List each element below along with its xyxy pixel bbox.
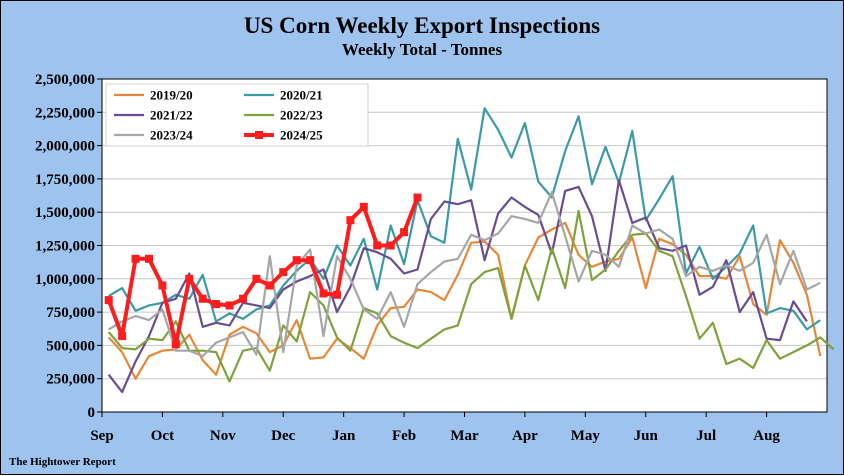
data-point-2024-25: [292, 256, 301, 265]
data-point-2024-25: [306, 256, 315, 265]
series-line-2019-20: [107, 221, 822, 380]
legend-label: 2020/21: [280, 88, 323, 103]
data-point-2024-25: [185, 274, 194, 283]
legend-box: [105, 83, 369, 147]
y-tick-label: 2,000,000: [35, 139, 95, 155]
data-point-2024-25: [413, 193, 422, 202]
data-point-2024-25: [158, 281, 167, 290]
plot-border: [101, 78, 828, 413]
data-point-2024-25: [332, 290, 341, 299]
data-point-2024-25: [104, 296, 113, 305]
series-line-2023-24: [108, 191, 821, 358]
x-tick-label: Jan: [332, 428, 356, 444]
y-tick-label: 1,000,000: [35, 272, 95, 288]
x-tick-label: Dec: [271, 428, 295, 444]
data-point-2024-25: [373, 241, 382, 250]
series-line-2024-25: [106, 196, 420, 347]
x-tick-label: Apr: [512, 428, 538, 444]
chart-subtitle: Weekly Total - Tonnes: [342, 40, 503, 59]
data-point-2024-25: [118, 332, 127, 341]
y-tick-label: 2,500,000: [35, 72, 95, 88]
data-point-2024-25: [279, 268, 288, 277]
y-tick-label: 2,250,000: [35, 105, 95, 121]
x-tick-label: Mar: [450, 428, 479, 444]
y-tick-label: 750,000: [46, 305, 95, 321]
data-point-2024-25: [131, 254, 140, 263]
data-point-2024-25: [144, 254, 153, 263]
data-point-2024-25: [319, 289, 328, 298]
data-point-2024-25: [198, 294, 207, 303]
x-tick-label: Jun: [634, 428, 659, 444]
y-tick-label: 0: [88, 405, 96, 421]
y-tick-label: 250,000: [46, 372, 95, 388]
legend-label: 2023/24: [150, 128, 193, 143]
legend-label: 2021/22: [150, 108, 193, 123]
data-point-2024-25: [212, 300, 221, 309]
y-tick-label: 1,500,000: [35, 205, 95, 221]
data-point-2024-25: [238, 294, 247, 303]
data-point-2024-25: [359, 202, 368, 211]
legend-label: 2019/20: [150, 88, 193, 103]
data-point-2024-25: [386, 241, 395, 250]
series-line-2020-21: [108, 107, 821, 331]
chart-title: US Corn Weekly Export Inspections: [244, 13, 600, 38]
data-point-2024-25: [225, 301, 234, 310]
legend-label: 2024/25: [280, 128, 323, 143]
axes: 0 250,000 500,000 750,000 1,000,000 1,250,000…: [35, 72, 828, 444]
x-tick-label: Feb: [392, 428, 416, 444]
data-point-2024-25: [400, 228, 409, 237]
series-line-2021-22: [107, 179, 808, 394]
data-point-2024-25: [265, 281, 274, 290]
legend-label: 2022/23: [280, 108, 323, 123]
legend-marker: [255, 131, 263, 139]
data-point-2024-25: [252, 274, 261, 283]
x-tick-label: Oct: [151, 428, 174, 444]
series-lines: [104, 107, 835, 394]
x-tick-label: Jul: [696, 428, 716, 444]
source-credit: The Hightower Report: [9, 456, 116, 468]
data-point-2024-25: [171, 340, 180, 349]
x-tick-label: Aug: [753, 428, 780, 444]
y-tick-label: 1,750,000: [35, 172, 95, 188]
x-tick-label: Sep: [90, 428, 113, 444]
x-tick-label: Nov: [210, 428, 236, 444]
series-line-2022-23: [107, 209, 835, 383]
y-tick-label: 1,250,000: [35, 239, 95, 255]
data-point-2024-25: [346, 216, 355, 225]
y-tick-label: 500,000: [46, 338, 95, 354]
x-tick-label: May: [571, 428, 601, 444]
legend: 2019/20 2020/21 2021/22 2022/23 2023/24 2024/…: [105, 83, 369, 147]
